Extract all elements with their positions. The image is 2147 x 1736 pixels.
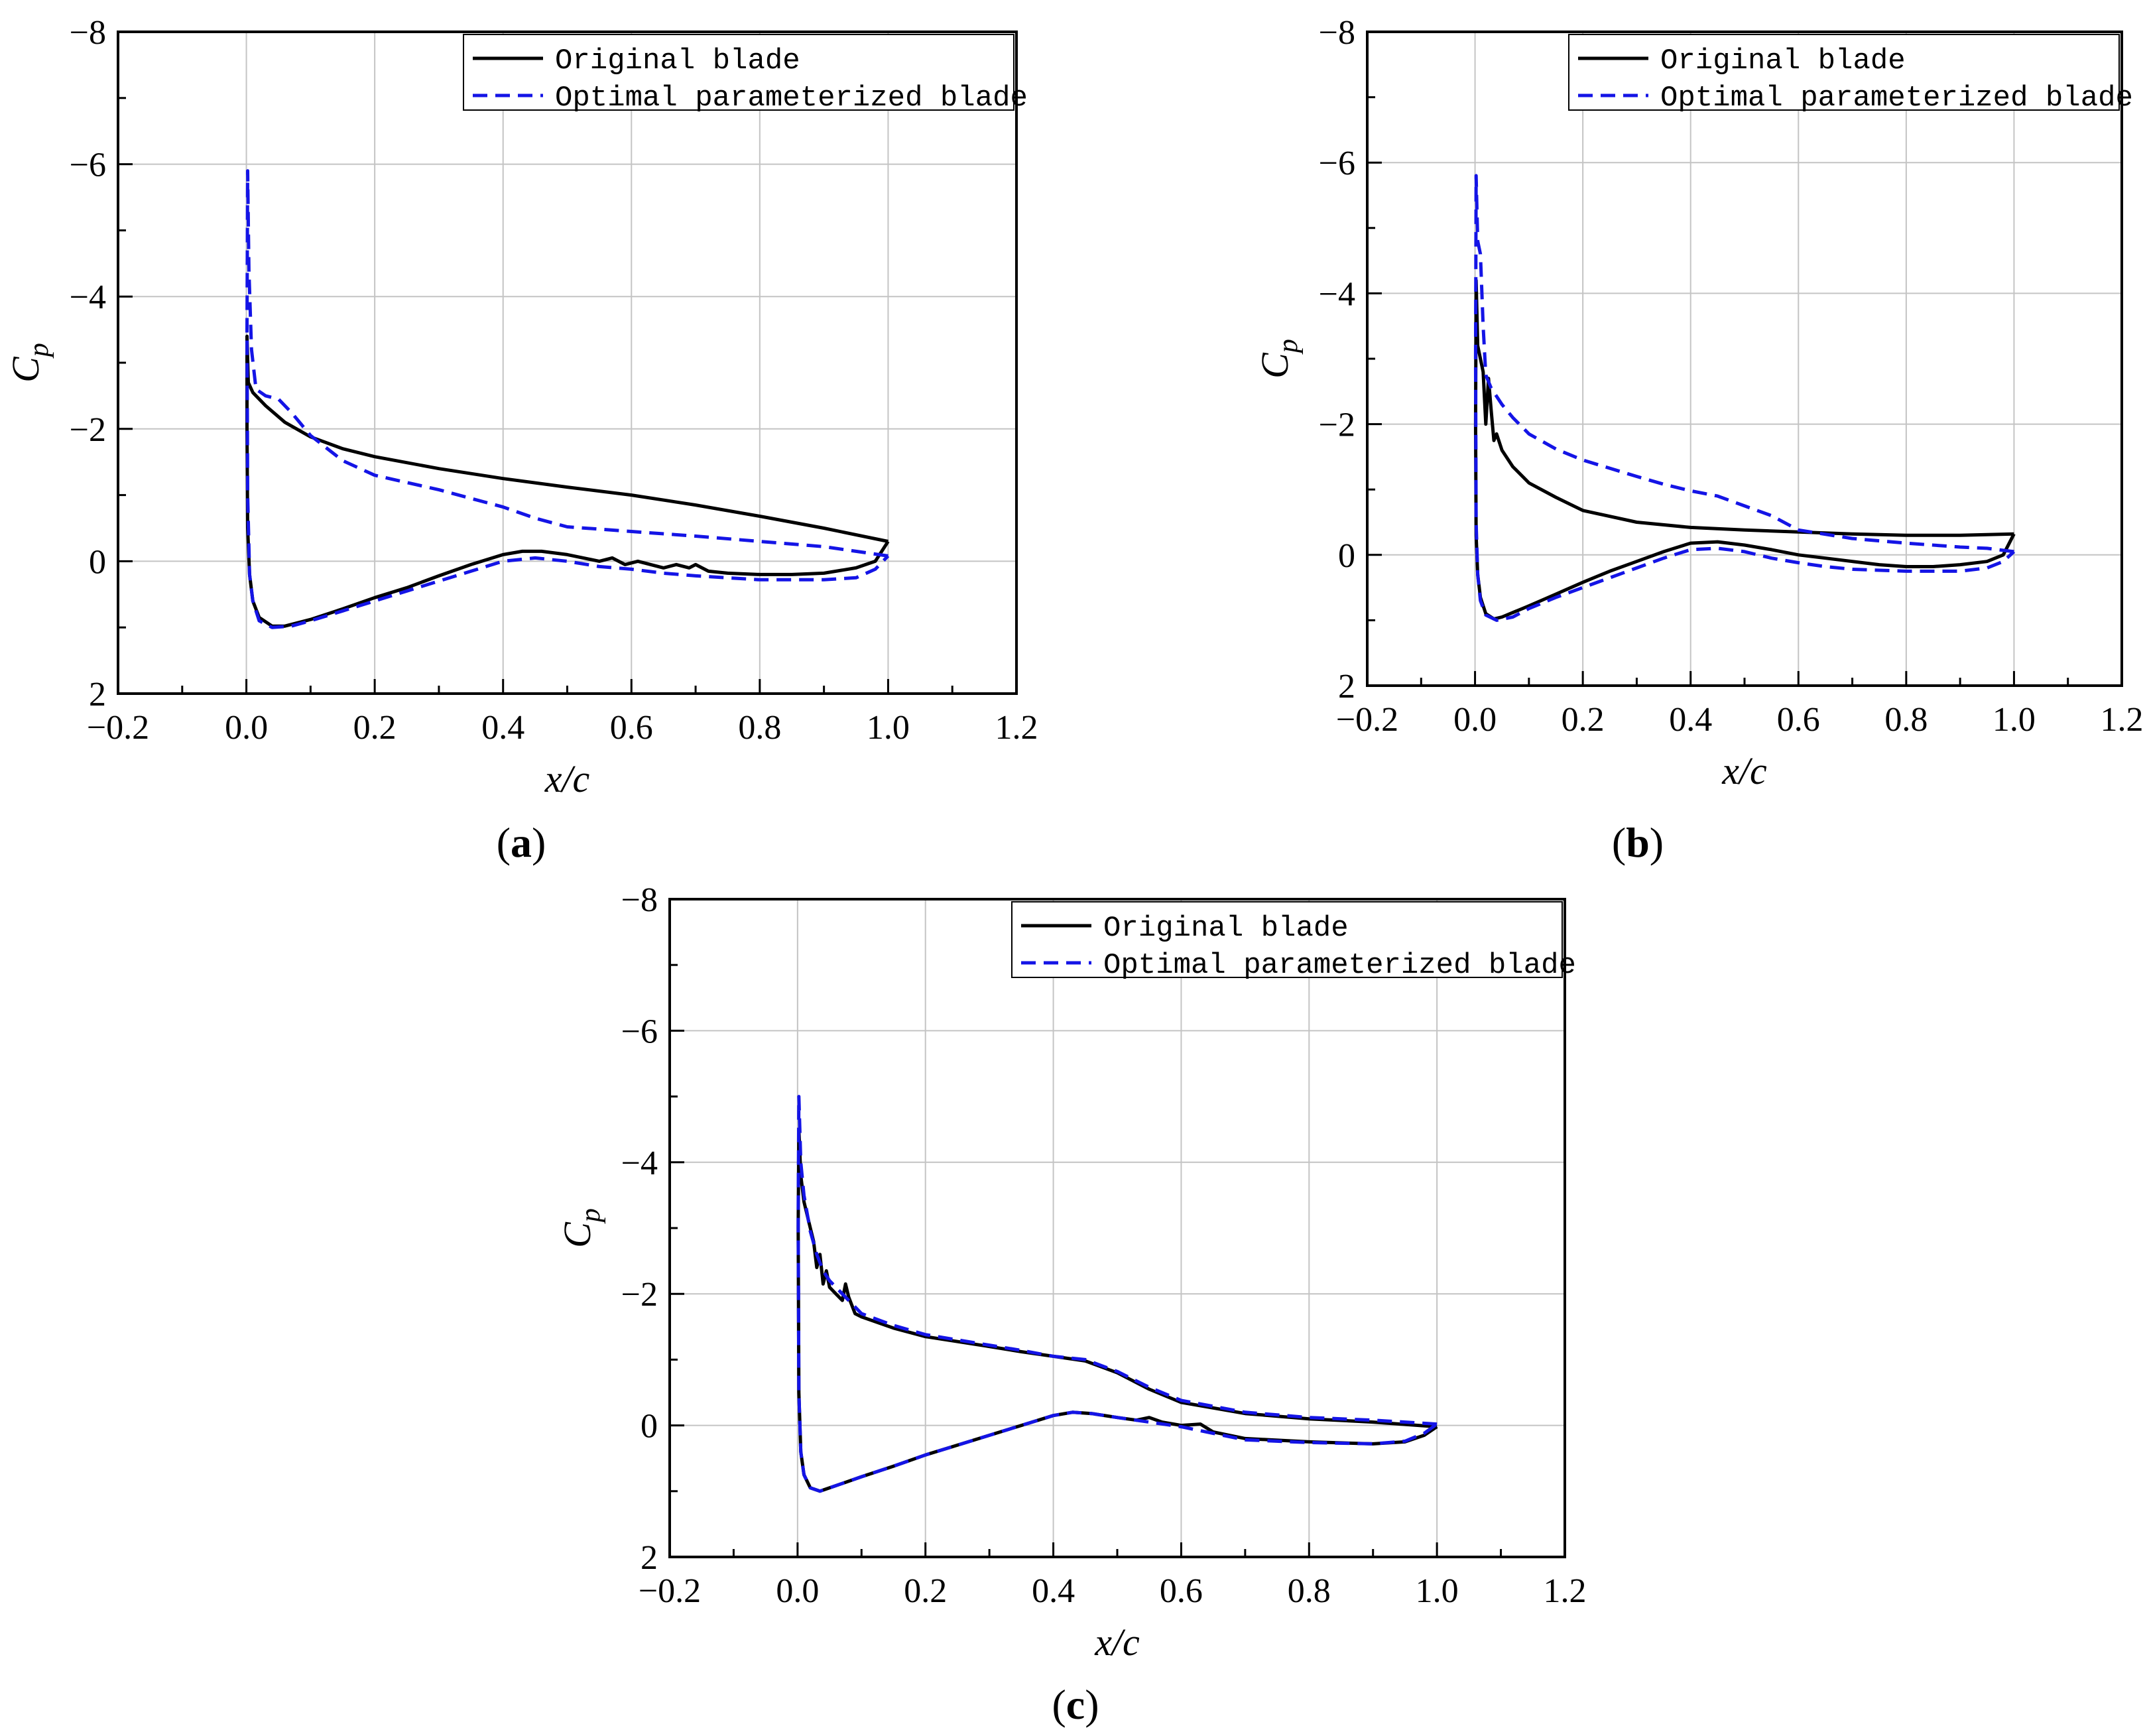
panel-paren: ( bbox=[1612, 819, 1626, 866]
x-tick-label: −0.2 bbox=[1336, 701, 1398, 739]
panel-letter: b bbox=[1626, 819, 1650, 866]
plot-area bbox=[118, 32, 1016, 694]
y-tick-label: −6 bbox=[70, 147, 106, 184]
x-tick-label: −0.2 bbox=[639, 1572, 701, 1610]
legend-box bbox=[1011, 901, 1563, 978]
y-tick-label: −6 bbox=[621, 1013, 658, 1050]
panel-paren: ) bbox=[532, 819, 546, 866]
x-tick-label: 0.2 bbox=[353, 709, 397, 747]
legend-label: Optimal parameterized blade bbox=[555, 82, 1028, 115]
y-tick-label: −4 bbox=[621, 1145, 658, 1182]
x-tick-label: −0.2 bbox=[87, 709, 149, 747]
legend-box bbox=[1568, 34, 2120, 111]
plot-area bbox=[670, 899, 1565, 1557]
y-tick-label: −2 bbox=[1319, 406, 1355, 444]
legend-label: Original blade bbox=[1660, 44, 1906, 78]
panel-paren: ) bbox=[1650, 819, 1664, 866]
legend: Original blade Optimal parameterized blad… bbox=[1568, 34, 2133, 115]
y-tick-label: −6 bbox=[1319, 145, 1355, 182]
x-tick-label: 1.0 bbox=[867, 709, 910, 747]
plot-area bbox=[1367, 32, 2122, 686]
chart-panel-1: −0.2 0.0 0.2 0.4 0.6 0.8 1.0 1.2 −8 −6 −4 −2 0 2 x/c Cp… bbox=[1253, 14, 2144, 866]
y-tick-label: 2 bbox=[641, 1539, 658, 1577]
y-axis-label-subscript: p bbox=[24, 343, 54, 359]
x-tick-label: 0.4 bbox=[1032, 1572, 1075, 1610]
x-tick-label: 0.4 bbox=[481, 709, 524, 747]
legend-label: Original blade bbox=[555, 44, 800, 78]
y-axis-label: Cp bbox=[4, 343, 54, 383]
x-tick-label: 0.6 bbox=[1777, 701, 1820, 739]
series-line-optimal bbox=[245, 169, 890, 629]
y-tick-label: 0 bbox=[1338, 537, 1355, 575]
panel-paren: ) bbox=[1085, 1681, 1099, 1728]
x-axis-label: x/c bbox=[1721, 749, 1767, 792]
panel-letter: a bbox=[511, 819, 532, 866]
chart-panel-0: −0.2 0.0 0.2 0.4 0.6 0.8 1.0 1.2 −8 −6 −4 −2 0 2 x/c Cp… bbox=[4, 14, 1038, 866]
x-tick-label: 0.4 bbox=[1669, 701, 1712, 739]
y-tick-label: 2 bbox=[89, 676, 106, 713]
y-tick-label: 2 bbox=[1338, 668, 1355, 706]
x-tick-label: 0.6 bbox=[610, 709, 653, 747]
x-tick-label: 0.0 bbox=[776, 1572, 819, 1610]
y-axis-label-main: C bbox=[4, 356, 47, 383]
y-tick-label: −8 bbox=[70, 14, 106, 52]
y-tick-label: −2 bbox=[70, 411, 106, 449]
y-axis-label-subscript: p bbox=[1273, 339, 1304, 355]
y-axis-label: Cp bbox=[556, 1208, 606, 1248]
y-tick-label: −4 bbox=[1319, 275, 1355, 313]
series-line-optimal bbox=[1473, 174, 2016, 622]
y-tick-label: −8 bbox=[1319, 14, 1355, 52]
x-tick-label: 1.0 bbox=[1416, 1572, 1459, 1610]
x-tick-label: 0.0 bbox=[225, 709, 268, 747]
y-tick-label: −2 bbox=[621, 1276, 658, 1314]
x-tick-label: 1.2 bbox=[995, 709, 1038, 747]
x-tick-label: 0.6 bbox=[1160, 1572, 1203, 1610]
x-tick-label: 0.0 bbox=[1453, 701, 1497, 739]
x-tick-label: 0.8 bbox=[738, 709, 781, 747]
x-axis-label: x/c bbox=[544, 757, 590, 800]
y-tick-label: 0 bbox=[89, 543, 106, 581]
x-tick-label: 0.2 bbox=[904, 1572, 947, 1610]
panel-label: (c) bbox=[1052, 1681, 1099, 1728]
legend-box bbox=[463, 34, 1014, 111]
legend-label: Optimal parameterized blade bbox=[1660, 82, 2133, 115]
x-tick-label: 1.2 bbox=[2101, 701, 2144, 739]
y-axis-label-main: C bbox=[1253, 352, 1296, 379]
panel-paren: ( bbox=[497, 819, 511, 866]
x-tick-label: 0.8 bbox=[1884, 701, 1928, 739]
legend-label: Optimal parameterized blade bbox=[1103, 949, 1576, 982]
y-tick-label: −4 bbox=[70, 279, 106, 316]
panel-letter: c bbox=[1066, 1681, 1085, 1728]
legend: Original blade Optimal parameterized blad… bbox=[1011, 901, 1576, 982]
x-tick-label: 1.0 bbox=[1993, 701, 2036, 739]
chart-panel-2: −0.2 0.0 0.2 0.4 0.6 0.8 1.0 1.2 −8 −6 −4 −2 0 2 x/c Cp… bbox=[556, 881, 1587, 1728]
panel-paren: ( bbox=[1052, 1681, 1066, 1728]
legend: Original blade Optimal parameterized blad… bbox=[463, 34, 1028, 115]
x-tick-label: 0.8 bbox=[1288, 1572, 1331, 1610]
y-tick-label: 0 bbox=[641, 1408, 658, 1446]
legend-label: Original blade bbox=[1103, 912, 1349, 945]
series-line-original bbox=[245, 334, 890, 628]
y-axis-label-main: C bbox=[556, 1221, 599, 1248]
y-axis-label-subscript: p bbox=[576, 1208, 606, 1224]
panel-label: (a) bbox=[497, 819, 546, 866]
x-tick-label: 1.2 bbox=[1544, 1572, 1587, 1610]
x-axis-label: x/c bbox=[1094, 1621, 1140, 1664]
y-tick-label: −8 bbox=[621, 881, 658, 919]
y-axis-label: Cp bbox=[1253, 339, 1304, 379]
series-line-optimal bbox=[796, 1095, 1438, 1493]
x-tick-label: 0.2 bbox=[1562, 701, 1605, 739]
panel-label: (b) bbox=[1612, 819, 1664, 866]
